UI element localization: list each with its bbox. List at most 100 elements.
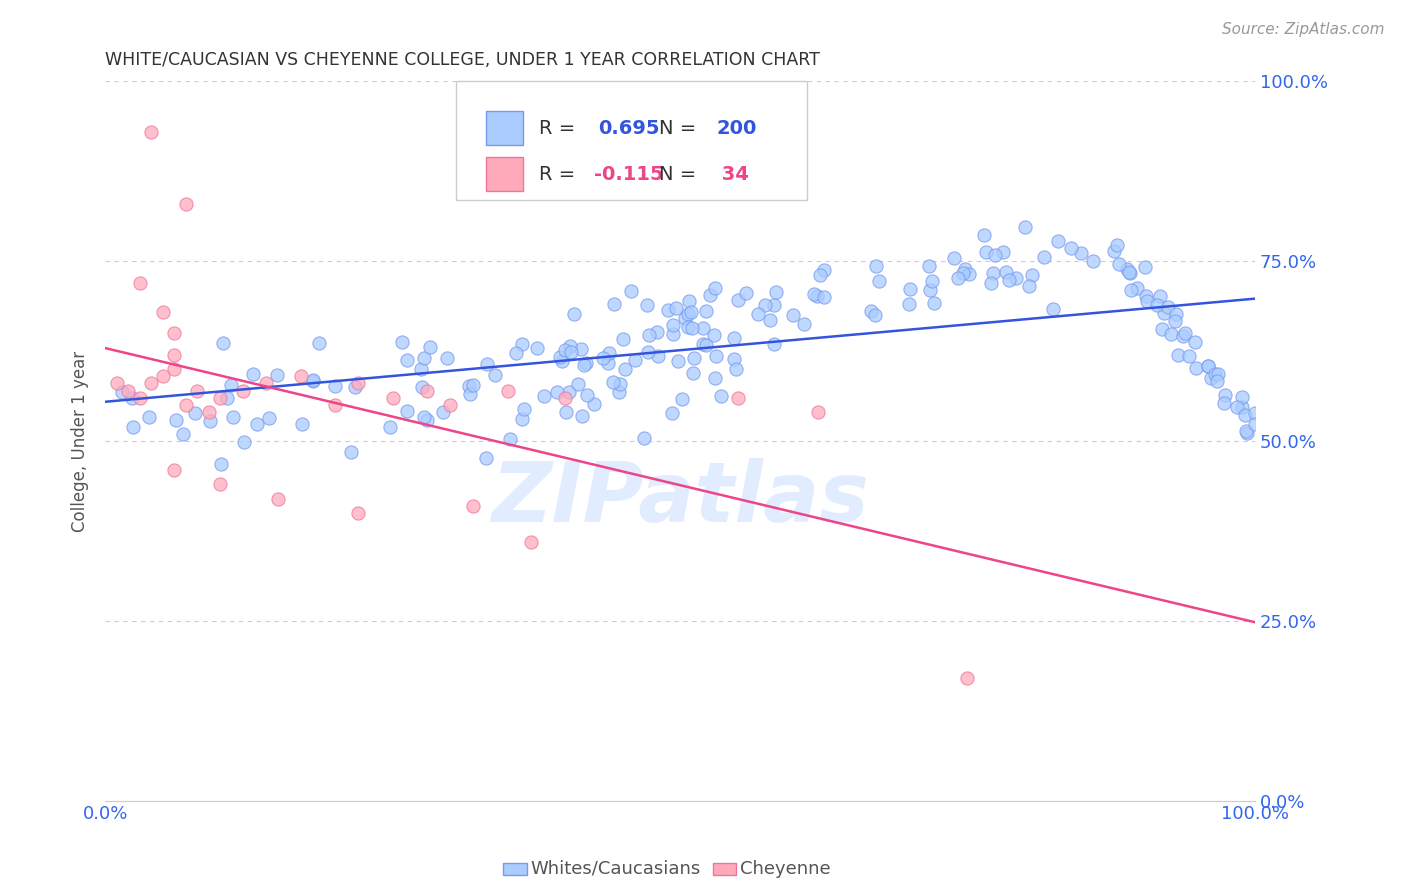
- Point: [396, 404, 419, 418]
- Point: [458, 379, 481, 393]
- Point: [703, 281, 725, 295]
- Point: [1136, 293, 1159, 308]
- Point: [416, 413, 439, 427]
- Point: [1153, 306, 1175, 320]
- Point: [1018, 279, 1040, 293]
- Point: [955, 262, 977, 277]
- Y-axis label: College, Under 1 year: College, Under 1 year: [72, 351, 89, 532]
- Point: [666, 353, 689, 368]
- Point: [676, 307, 699, 321]
- Point: [1157, 300, 1180, 314]
- Point: [461, 499, 484, 513]
- Point: [198, 414, 221, 428]
- Point: [562, 307, 585, 321]
- Point: [1060, 240, 1083, 254]
- Point: [475, 357, 498, 371]
- Point: [673, 310, 696, 325]
- Point: [1206, 367, 1229, 381]
- Point: [458, 387, 481, 401]
- Point: [725, 362, 748, 376]
- Point: [419, 340, 441, 354]
- Point: [1233, 408, 1256, 422]
- Point: [128, 276, 150, 290]
- Point: [548, 350, 571, 364]
- Point: [165, 413, 187, 427]
- Point: [1104, 244, 1126, 258]
- Point: [1164, 314, 1187, 328]
- Point: [1118, 265, 1140, 279]
- Point: [1021, 268, 1043, 283]
- Point: [343, 380, 366, 394]
- Point: [710, 389, 733, 403]
- Point: [347, 376, 370, 391]
- Point: [439, 398, 461, 412]
- Point: [661, 326, 683, 341]
- Point: [723, 331, 745, 345]
- Point: [138, 409, 160, 424]
- Point: [209, 391, 232, 405]
- Point: [323, 398, 346, 412]
- Point: [558, 385, 581, 400]
- Point: [898, 282, 921, 296]
- Point: [512, 337, 534, 351]
- Point: [598, 346, 620, 360]
- Point: [197, 405, 219, 419]
- Point: [921, 274, 943, 288]
- Point: [416, 384, 439, 398]
- Point: [1199, 370, 1222, 384]
- Point: [152, 304, 174, 318]
- Point: [682, 351, 704, 365]
- Point: [246, 417, 269, 431]
- Point: [657, 302, 679, 317]
- Point: [1234, 424, 1257, 438]
- Point: [762, 337, 785, 351]
- Point: [1167, 348, 1189, 362]
- Point: [163, 348, 186, 362]
- Point: [681, 321, 703, 335]
- Point: [533, 389, 555, 403]
- Point: [765, 285, 787, 300]
- Point: [997, 273, 1019, 287]
- Point: [943, 252, 966, 266]
- Point: [1230, 390, 1253, 404]
- FancyBboxPatch shape: [456, 81, 807, 200]
- Point: [301, 373, 323, 387]
- Point: [806, 289, 828, 303]
- Point: [232, 434, 254, 449]
- Point: [209, 457, 232, 471]
- Text: WHITE/CAUCASIAN VS CHEYENNE COLLEGE, UNDER 1 YEAR CORRELATION CHART: WHITE/CAUCASIAN VS CHEYENNE COLLEGE, UND…: [105, 51, 820, 69]
- Text: R =: R =: [538, 119, 581, 137]
- Text: N =: N =: [659, 164, 703, 184]
- Point: [576, 388, 599, 402]
- Point: [378, 419, 401, 434]
- Point: [122, 420, 145, 434]
- Text: Whites/Caucasians: Whites/Caucasians: [531, 860, 702, 878]
- Point: [574, 356, 596, 370]
- Point: [973, 227, 995, 242]
- Point: [813, 262, 835, 277]
- Point: [609, 376, 631, 391]
- Point: [1133, 260, 1156, 275]
- Point: [678, 294, 700, 309]
- Point: [620, 284, 643, 298]
- Point: [682, 366, 704, 380]
- Point: [121, 391, 143, 405]
- Point: [1150, 322, 1173, 336]
- Point: [484, 368, 506, 383]
- Point: [290, 369, 312, 384]
- Point: [704, 371, 727, 385]
- Point: [1178, 349, 1201, 363]
- Text: N =: N =: [659, 119, 703, 137]
- Point: [633, 431, 655, 445]
- Point: [602, 376, 624, 390]
- Point: [1149, 288, 1171, 302]
- Point: [496, 384, 519, 398]
- Point: [782, 309, 804, 323]
- Point: [546, 385, 568, 400]
- Point: [163, 326, 186, 340]
- Point: [1005, 271, 1028, 285]
- Point: [1119, 283, 1142, 297]
- Point: [704, 349, 727, 363]
- Point: [762, 298, 785, 312]
- Point: [952, 266, 974, 280]
